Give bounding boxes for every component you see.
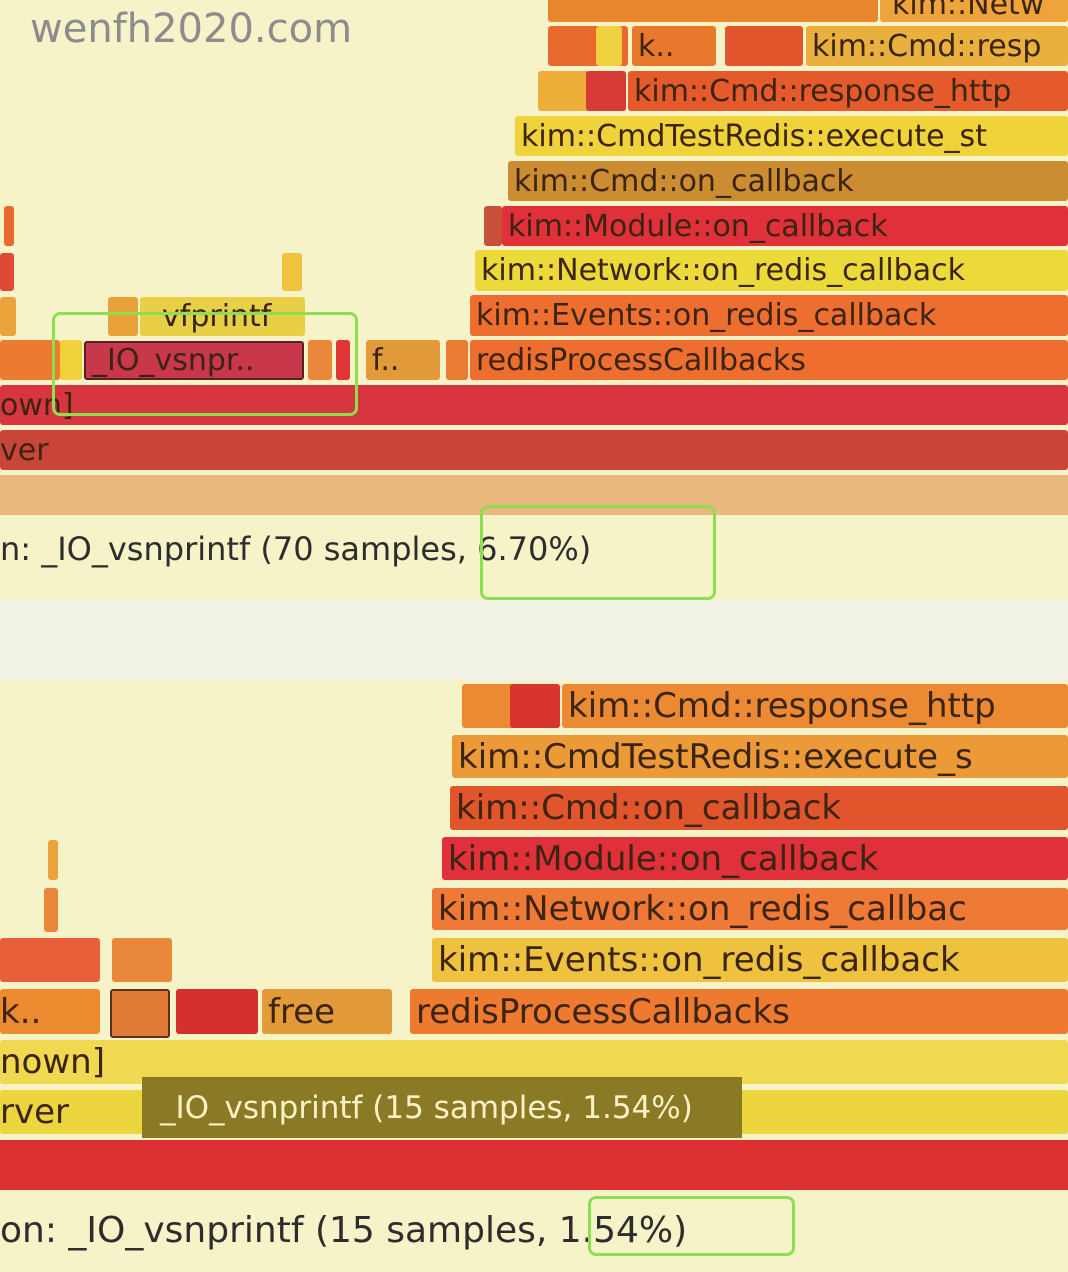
frame: kim::Events::on_redis_callback [470, 295, 1068, 336]
status-bar: on: _IO_vsnprintf (15 samples, 1.54%) [0, 1210, 688, 1251]
frame: k.. [0, 989, 100, 1034]
frame-block [596, 26, 622, 66]
status-bar: n: _IO_vsnprintf (70 samples, 6.70%) [0, 530, 592, 568]
frame: _IO_vsnpr.. [84, 341, 304, 380]
frame: kim::Cmd::response_http [562, 684, 1068, 728]
frame-block [0, 340, 60, 380]
frame: kim::Module::on_callback [502, 206, 1068, 246]
frame: k.. [632, 26, 716, 66]
frame: kim::Cmd::response_http [628, 71, 1068, 111]
frame-block [0, 1140, 1068, 1190]
frame-block [0, 253, 14, 291]
frame: nown] [0, 1040, 1068, 1084]
highlight-box [588, 1196, 795, 1256]
frame: kim::Cmd::resp [806, 26, 1068, 66]
frame-block [446, 340, 468, 380]
frame: kim::Events::on_redis_callback [432, 938, 1068, 982]
frame-block [725, 26, 803, 66]
frame: kim::CmdTestRedis::execute_st [515, 116, 1068, 156]
flame-graph-top: kim::Netw k.. kim::Cmd::resp kim::Cmd::r… [0, 0, 1068, 600]
frame: kim::Network::on_redis_callback [475, 250, 1068, 291]
frame-block [586, 71, 626, 111]
frame-block [548, 0, 878, 22]
frame-block [60, 340, 82, 380]
frame: kim::Cmd::on_callback [450, 786, 1068, 830]
frame-block [308, 340, 332, 380]
frame: kim::Network::on_redis_callbac [432, 888, 1068, 930]
frame: redisProcessCallbacks [410, 989, 1068, 1034]
highlight-box [52, 312, 358, 416]
frame: kim::Module::on_callback [442, 837, 1068, 880]
frame-block [110, 989, 170, 1038]
frame: free [262, 989, 392, 1034]
frame-block [48, 840, 58, 880]
frame: vfprintf [140, 297, 305, 336]
frame-block [282, 253, 302, 291]
watermark: wenfh2020.com [30, 6, 353, 52]
frame-block [0, 938, 100, 982]
frame: kim::CmdTestRedis::execute_s [452, 735, 1068, 778]
flame-graph-bottom: kim::Cmd::response_http kim::CmdTestRedi… [0, 680, 1068, 1272]
frame: own] [0, 385, 1068, 425]
frame: ver [0, 430, 1068, 470]
frame-block [510, 684, 560, 728]
frame: f.. [366, 340, 440, 380]
frame-block [108, 297, 138, 336]
frame-block [112, 938, 172, 982]
frame: redisProcessCallbacks [470, 340, 1068, 380]
frame-block [4, 206, 14, 246]
frame: kim::Netw [880, 0, 1068, 22]
frame-block [484, 206, 502, 246]
highlight-box [480, 505, 716, 600]
frame-block [0, 475, 1068, 515]
frame: kim::Cmd::on_callback [508, 161, 1068, 201]
frame-block [176, 989, 258, 1034]
frame-block [0, 297, 16, 336]
tooltip: _IO_vsnprintf (15 samples, 1.54%) [142, 1077, 742, 1138]
frame-block [44, 888, 58, 932]
frame-block [336, 340, 350, 380]
